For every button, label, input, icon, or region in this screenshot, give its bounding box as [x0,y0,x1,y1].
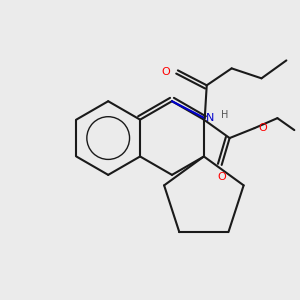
Text: O: O [217,172,226,182]
Text: N: N [206,113,214,123]
Text: O: O [162,68,170,77]
Text: H: H [221,110,229,120]
Text: O: O [258,123,267,133]
